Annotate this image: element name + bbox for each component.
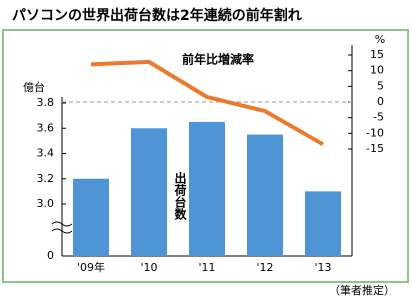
bar [305,191,341,256]
y-tick-label: 3.2 [37,172,55,185]
bar [73,178,109,256]
y2-tick-label: -10 [366,126,384,139]
y-tick-label: 0 [47,249,54,262]
line-label: 前年比増減率 [182,52,254,67]
y-unit: 億台 [23,80,45,94]
x-tick-label: '10 [140,261,157,274]
bar [131,128,167,256]
y2-tick-label: 15 [370,48,384,61]
chart-title: パソコンの世界出荷台数は2年連続の前年割れ [12,7,302,24]
y2-tick-label: -15 [366,142,384,155]
y2-tick-label: -5 [373,111,384,124]
y-tick-label: 3.0 [37,197,55,210]
x-tick-label: '11 [198,261,215,274]
line [90,59,324,147]
x-tick-label: '09年 [77,260,105,274]
y-tick-label: 3.6 [37,121,55,134]
y2-tick-label: 5 [377,79,384,92]
y-tick-label: 3.8 [37,96,55,109]
x-tick-label: '12 [256,261,273,274]
bar [189,121,225,256]
y2-unit: % [375,33,385,46]
bar [247,134,283,256]
note: （筆者推定） [329,283,395,297]
y2-tick-label: 0 [377,95,384,108]
y2-tick-label: 10 [370,64,384,77]
bar-label: 出荷台数 [173,171,187,221]
y-tick-label: 3.4 [37,147,55,160]
x-tick-label: '13 [314,261,331,274]
